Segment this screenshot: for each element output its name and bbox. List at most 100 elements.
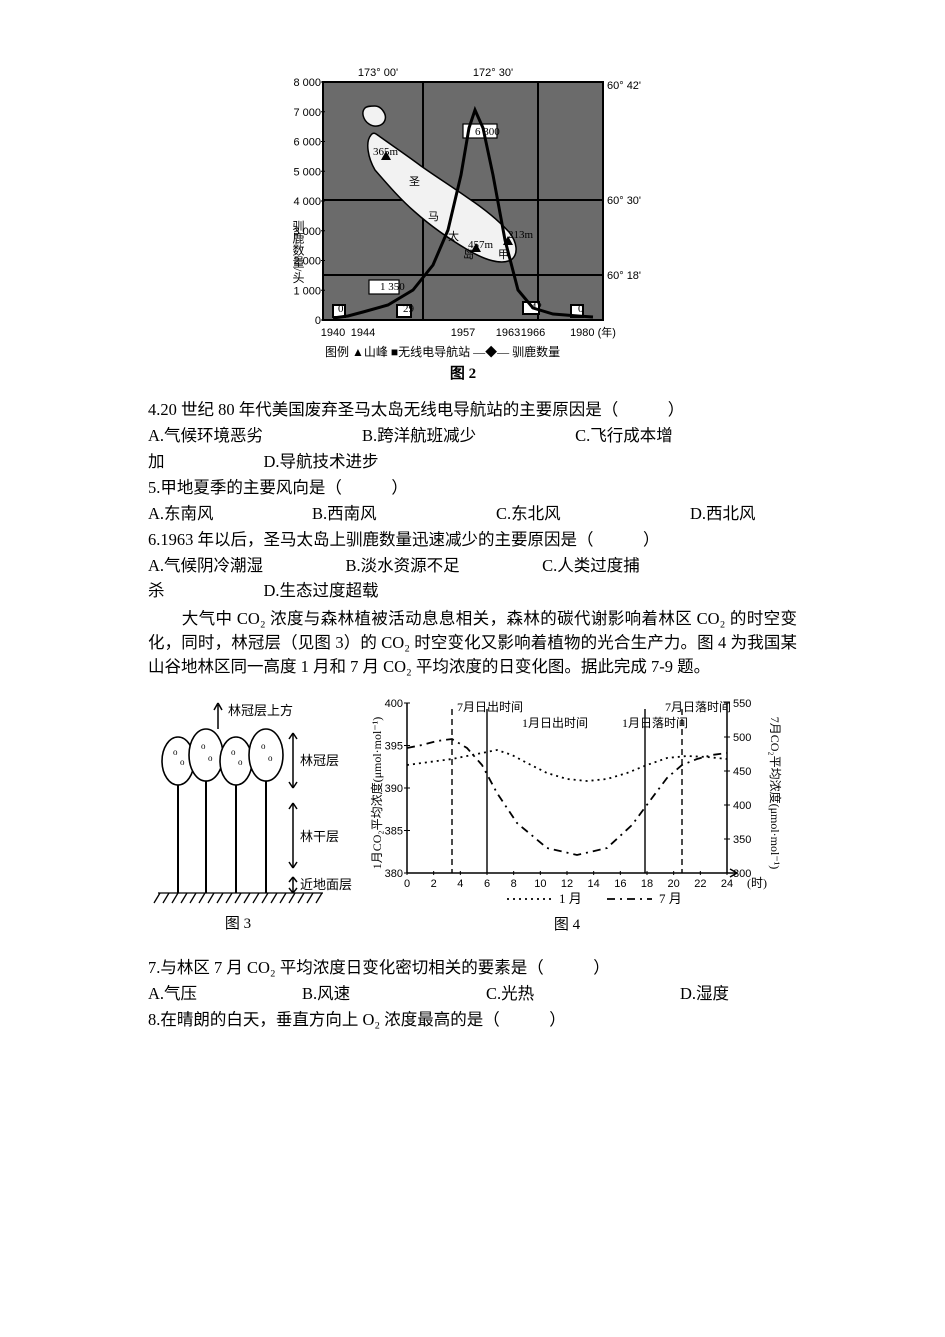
q5-a: A.东南风 [148, 502, 312, 526]
svg-text:6: 6 [484, 878, 490, 890]
passage: 大气中 CO₂ 浓度与森林植被活动息息相关，森林的碳代谢影响着林区 CO₂ 的时… [148, 607, 797, 679]
figure-2-svg: 01 0002 0003 0004 0005 0006 0007 0008 00… [293, 80, 653, 390]
fig4-caption: 图 4 [554, 916, 581, 933]
q7-opts: A.气压 B.风速 C.光热 D.湿度 [148, 982, 797, 1006]
svg-text:7 000: 7 000 [293, 107, 321, 119]
q6-line1: A.气候阴冷潮湿 B.淡水资源不足 C.人类过度捕 [148, 554, 797, 578]
svg-text:42: 42 [531, 301, 542, 313]
svg-text:图例 ▲山峰 ■无线电导航站 —◆— 驯鹿数量: 图例 ▲山峰 ■无线电导航站 —◆— 驯鹿数量 [325, 344, 560, 359]
svg-text:0: 0 [314, 315, 320, 327]
svg-text:380: 380 [385, 868, 403, 880]
svg-text:6 000: 6 000 [293, 137, 321, 149]
fig3-label-ground: 近地面层 [300, 877, 352, 892]
svg-text:1966: 1966 [520, 327, 544, 339]
svg-text:60° 42': 60° 42' [607, 80, 641, 92]
fig3-label-above: 林冠层上方 [228, 703, 293, 718]
svg-text:马: 马 [428, 210, 439, 223]
svg-text:24: 24 [721, 878, 733, 890]
fig3-label-trunk: 林干层 [300, 829, 339, 844]
svg-text:7月日落时间: 7月日落时间 [665, 700, 731, 714]
svg-text:457m: 457m [468, 239, 494, 251]
svg-text:0: 0 [338, 303, 344, 315]
q7-d: D.湿度 [680, 982, 753, 1006]
svg-text:5 000: 5 000 [293, 166, 321, 178]
svg-text:o: o [201, 741, 206, 751]
svg-text:2: 2 [431, 878, 437, 890]
svg-text:60° 30': 60° 30' [607, 195, 641, 207]
svg-text:60° 18': 60° 18' [607, 270, 641, 282]
svg-text:7月日出时间: 7月日出时间 [457, 700, 523, 714]
q5-d: D.西北风 [690, 502, 780, 526]
svg-text:o: o [173, 747, 178, 757]
fig3-caption: 图 3 [225, 915, 251, 932]
svg-text:22: 22 [694, 878, 706, 890]
svg-text:1940: 1940 [320, 327, 344, 339]
svg-text:o: o [238, 757, 243, 767]
svg-text:20: 20 [668, 878, 680, 890]
fig4-legend-jul: 7 月 [659, 891, 682, 906]
fig4-x-label: (时) [747, 876, 767, 890]
svg-text:1月日落时间: 1月日落时间 [622, 716, 688, 730]
figure-2: 01 0002 0003 0004 0005 0006 0007 0008 00… [148, 80, 797, 390]
svg-text:4: 4 [457, 878, 463, 890]
svg-text:4 000: 4 000 [293, 196, 321, 208]
q5-stem: 5.甲地夏季的主要风向是（ ） [148, 476, 797, 500]
q8-stem: 8.在晴朗的白天，垂直方向上 O₂ 浓度最高的是（ ） [148, 1008, 797, 1032]
q7-stem: 7.与林区 7 月 CO₂ 平均浓度日变化密切相关的要素是（ ） [148, 956, 797, 980]
svg-text:16: 16 [614, 878, 626, 890]
svg-text:1957: 1957 [450, 327, 474, 339]
q6-stem: 6.1963 年以后，圣马太岛上驯鹿数量迅速减少的主要原因是（ ） [148, 528, 797, 552]
fig4-legend-jan: 1 月 [559, 891, 582, 906]
svg-text:550: 550 [733, 698, 751, 710]
svg-text:172° 30': 172° 30' [472, 67, 512, 79]
fig4-y1-label: 1月CO₂平均浓度(μmol·mol⁻¹) [369, 717, 384, 870]
q7-c: C.光热 [486, 982, 680, 1006]
fig4-y2-label: 7月CO₂平均浓度(μmol·mol⁻¹) [768, 717, 783, 870]
svg-text:390: 390 [385, 783, 403, 795]
q5-b: B.西南风 [312, 502, 496, 526]
svg-text:500: 500 [733, 732, 751, 744]
svg-text:385: 385 [385, 826, 403, 838]
svg-text:太: 太 [448, 230, 459, 243]
figure-3-svg: oo oo oo oo [148, 693, 358, 938]
svg-text:0: 0 [404, 878, 410, 890]
svg-text:o: o [208, 753, 213, 763]
svg-text:1963: 1963 [495, 327, 519, 339]
svg-text:350: 350 [733, 834, 751, 846]
svg-text:o: o [261, 741, 266, 751]
q5-opts: A.东南风 B.西南风 C.东北风 D.西北风 [148, 502, 797, 526]
svg-text:10: 10 [534, 878, 546, 890]
svg-text:1 000: 1 000 [293, 285, 321, 297]
svg-text:395: 395 [385, 741, 403, 753]
q6-line2: 杀 D.生态过度超载 [148, 579, 797, 603]
svg-text:圣: 圣 [409, 175, 420, 188]
svg-text:8: 8 [511, 878, 517, 890]
svg-text:400: 400 [733, 800, 751, 812]
fig3-label-canopy: 林冠层 [300, 753, 339, 768]
svg-text:1月日出时间: 1月日出时间 [522, 716, 588, 730]
svg-text:1980 (年): 1980 (年) [570, 325, 616, 339]
svg-text:甲: 甲 [498, 249, 509, 261]
figure-4-svg: 380385390395400 300350400450500550 02468… [367, 693, 797, 938]
q4-line2: 加 D.导航技术进步 [148, 450, 797, 474]
q4-line1: A.气候环境恶劣 B.跨洋航班减少 C.飞行成本增 [148, 424, 797, 448]
svg-text:o: o [231, 747, 236, 757]
svg-text:18: 18 [641, 878, 653, 890]
q5-c: C.东北风 [496, 502, 690, 526]
svg-text:0: 0 [578, 303, 584, 315]
svg-text:400: 400 [385, 698, 403, 710]
svg-text:驯鹿数量/头: 驯鹿数量/头 [291, 220, 305, 284]
svg-text:图 2: 图 2 [449, 365, 475, 382]
svg-text:365m: 365m [373, 146, 399, 158]
q7-a: A.气压 [148, 982, 302, 1006]
svg-text:14: 14 [588, 878, 600, 890]
svg-text:8 000: 8 000 [293, 77, 321, 89]
svg-text:213m: 213m [508, 229, 534, 241]
svg-text:29: 29 [403, 303, 415, 315]
svg-text:12: 12 [561, 878, 573, 890]
q4-stem: 4.20 世纪 80 年代美国废弃圣马太岛无线电导航站的主要原因是（ ） [148, 398, 797, 422]
svg-text:o: o [268, 753, 273, 763]
svg-text:1 350: 1 350 [380, 281, 405, 293]
svg-text:450: 450 [733, 766, 751, 778]
svg-text:o: o [180, 757, 185, 767]
